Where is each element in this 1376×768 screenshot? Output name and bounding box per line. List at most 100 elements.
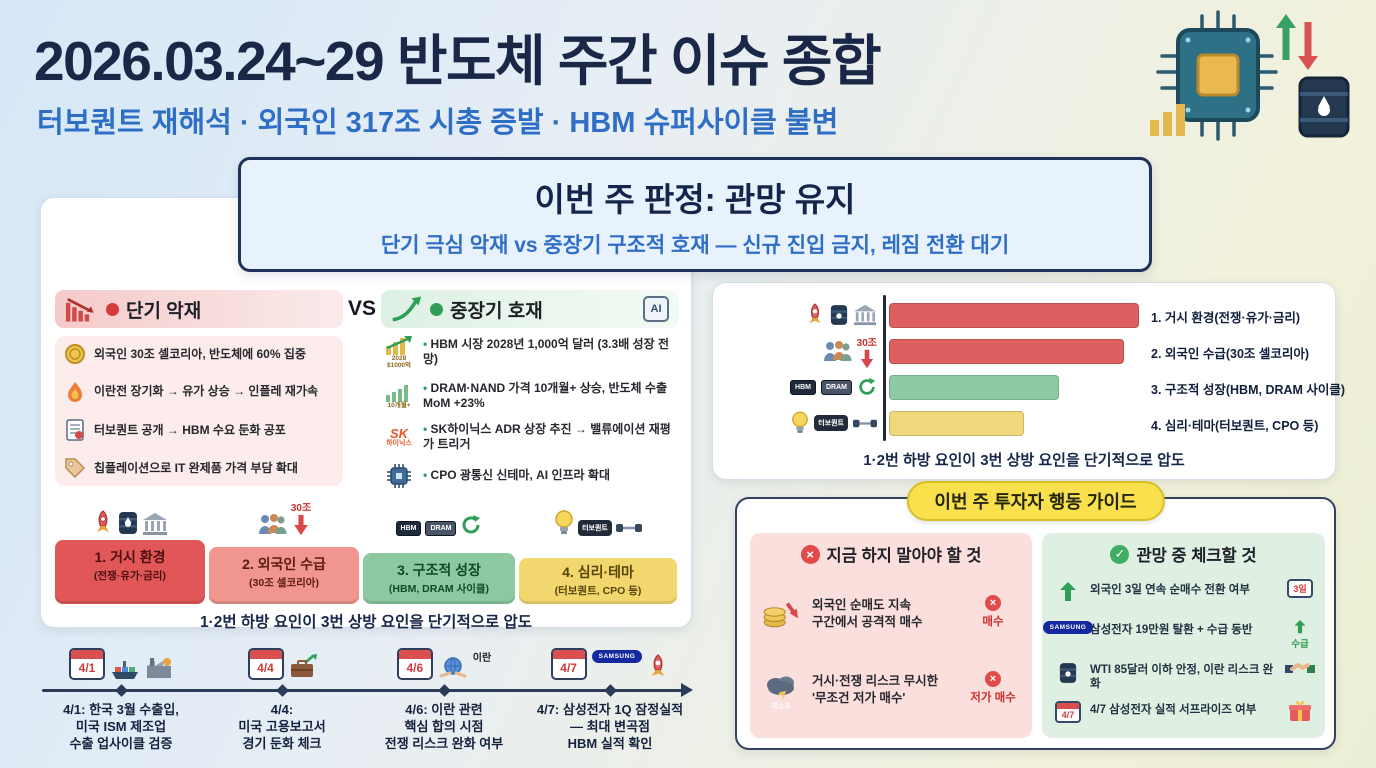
calendar-icon: 4/6 bbox=[396, 648, 433, 680]
positives-list: 2028 $1000억 HBM 시장 2028년 1,000억 달러 (3.3배… bbox=[381, 334, 681, 488]
hbm-label: HBM bbox=[795, 383, 811, 391]
growth-arrow-icon bbox=[392, 296, 422, 322]
dram-label: DRAM bbox=[430, 525, 452, 532]
sk-label: SK bbox=[389, 426, 409, 442]
check-item-extra bbox=[1281, 699, 1319, 723]
timeline-tick bbox=[437, 683, 451, 697]
check-item-text: WTI 85달러 이하 안정, 이란 리스크 완화 bbox=[1090, 664, 1274, 691]
up-arrow-icon bbox=[1052, 581, 1084, 603]
positive-item-text: CPO 광통신 신테마, AI 인프라 확대 bbox=[423, 468, 610, 483]
structural-icons: HBM DRAM bbox=[721, 369, 877, 405]
page-title: 2026.03.24~29 반도체 주간 이슈 종합 bbox=[34, 30, 882, 92]
check-item-extra: 수급 bbox=[1281, 619, 1319, 650]
factor-block-foreigner: 2. 외국인 수급 (30조 셀코리아) bbox=[209, 547, 359, 604]
green-dot-icon bbox=[430, 302, 443, 316]
oil-barrel-icon bbox=[119, 512, 137, 534]
timeline-event-text: 4/1: 한국 3월 수출입, 미국 ISM 제조업 수출 업사이클 검증 bbox=[63, 702, 179, 751]
list-item: 칩플레이션으로 IT 완제품 가격 부담 확대 bbox=[63, 458, 335, 478]
factor-bar bbox=[889, 339, 1124, 364]
long-term-positives-header: 중장기 호재 AI bbox=[381, 290, 679, 328]
page-subtitle: 터보퀀트 재해석 · 외국인 317조 시총 증발 · HBM 슈퍼사이클 불변 bbox=[37, 107, 839, 139]
factor-sub: (30조 셀코리아) bbox=[249, 577, 319, 589]
calendar-date: 3일 bbox=[1293, 584, 1307, 594]
chart-row: 터보퀀트 4. 심리·테마(터보퀀트, CPO 등) bbox=[713, 405, 1335, 441]
factor-block-sentiment: 4. 심리·테마 (터보퀀트, CPO 등) bbox=[519, 558, 677, 604]
sell-30-trillion-arrow-icon: 30조 bbox=[857, 334, 877, 369]
guide-title: 이번 주 투자자 행동 가이드 bbox=[934, 492, 1137, 512]
chart-row: 1. 거시 환경(전쟁·유가·금리) bbox=[713, 297, 1335, 333]
flame-icon bbox=[63, 381, 87, 403]
lightbulb-icon bbox=[555, 510, 573, 534]
calendar-date: 4/7 bbox=[560, 661, 577, 675]
ten-months-label: 10개월+ bbox=[387, 402, 411, 410]
chart-caption: 1·2번 하방 요인이 3번 상방 요인을 단기적으로 압도 bbox=[863, 452, 1185, 469]
rocket-icon bbox=[809, 303, 821, 324]
cargo-ship-icon bbox=[112, 661, 138, 679]
negative-item-text: 터보퀀트 공개 → HBM 수요 둔화 공포 bbox=[94, 423, 286, 438]
cpo-chip-icon bbox=[381, 463, 417, 488]
check-item: SAMSUNG 삼성전자 19만원 탈환 + 수급 동반 수급 bbox=[1042, 617, 1319, 655]
check-item-extra: 3일 bbox=[1281, 579, 1319, 598]
negatives-list: 외국인 30조 셀코리아, 반도체에 60% 집중 이란전 장기화 → 유가 상… bbox=[55, 336, 343, 486]
factor-label: 1. 거시 환경 bbox=[94, 549, 166, 565]
timeline-event: 4/1 4/1: 한국 3월 수출입, 미국 ISM 제조업 수출 업사이클 검… bbox=[46, 632, 196, 764]
dram-label: DRAM bbox=[826, 383, 847, 391]
dont-badge: × 저가 매수 bbox=[962, 671, 1024, 705]
mini-calendar-icon: 3일 bbox=[1287, 579, 1313, 598]
iran-label: 이란 bbox=[472, 652, 492, 664]
dram-chip-icon: DRAM bbox=[425, 521, 457, 536]
oil-barrel-icon bbox=[830, 305, 848, 325]
turboquant-tag-icon: 터보퀀트 bbox=[814, 415, 848, 431]
timeline-event-text: 4/7: 삼성전자 1Q 잠정실적 — 최대 변곡점 HBM 실적 확인 bbox=[536, 702, 684, 751]
short-term-negatives-header: 단기 악재 bbox=[55, 290, 343, 328]
guide-title-badge: 이번 주 투자자 행동 가이드 bbox=[906, 481, 1165, 521]
dont-tag: 저가 매수 bbox=[970, 692, 1016, 704]
factor-bar bbox=[889, 375, 1059, 400]
cable-icon bbox=[615, 524, 642, 532]
timeline-tick bbox=[603, 683, 617, 697]
bank-icon bbox=[854, 304, 876, 326]
hbm-label: HBM bbox=[400, 525, 417, 532]
positive-item-text: HBM 시장 2028년 1,000억 달러 (3.3배 성장 전망) bbox=[423, 337, 681, 367]
chart-row: HBM DRAM 3. 구조적 성장(HBM, DRAM 사이클) bbox=[713, 369, 1345, 405]
check-item: 외국인 3일 연속 순매수 전환 여부 3일 bbox=[1052, 577, 1319, 615]
check-circle-icon: ✓ bbox=[1110, 544, 1130, 564]
factor-podium: 1. 거시 환경 (전쟁·유가·금리) 2. 외국인 수급 (30조 셀코리아)… bbox=[55, 538, 679, 604]
positive-item-text: DRAM·NAND 가격 10개월+ 상승, 반도체 수출 MoM +23% bbox=[423, 381, 681, 411]
podium-caption: 1·2번 하방 요인이 3번 상방 요인을 단기적으로 압도 bbox=[199, 614, 533, 631]
verdict-banner: 이번 주 판정: 관망 유지 단기 극심 악재 vs 중장기 구조적 호재 — … bbox=[238, 157, 1152, 272]
factor-block-macro: 1. 거시 환경 (전쟁·유가·금리) bbox=[55, 540, 205, 604]
risk-storm-cloud-icon: 리스크 bbox=[762, 676, 800, 710]
dram-chip-icon: DRAM bbox=[821, 379, 852, 395]
dont-item-text: 거시·전쟁 리스크 무시한 '무조건 저가 매수' bbox=[812, 674, 939, 705]
factor-icons-row: 30조 HBM DRAM 터보퀀트 bbox=[55, 494, 679, 536]
chart-axis bbox=[883, 295, 886, 441]
handshake-icon bbox=[1285, 662, 1315, 673]
timeline-tick bbox=[275, 683, 289, 697]
chart-row: 30조 2. 외국인 수급(30조 셀코리아) bbox=[713, 333, 1335, 369]
bar-label: 2. 외국인 수급(30조 셀코리아) bbox=[1151, 347, 1310, 361]
factor-label: 4. 심리·테마 bbox=[562, 564, 634, 580]
negative-item-text: 칩플레이션으로 IT 완제품 가격 부담 확대 bbox=[94, 460, 298, 475]
factor-block-structural: 3. 구조적 성장 (HBM, DRAM 사이클) bbox=[363, 553, 515, 604]
check-item-extra bbox=[1281, 659, 1319, 679]
event-timeline: 4/1 4/1: 한국 3월 수출입, 미국 ISM 제조업 수출 업사이클 검… bbox=[40, 632, 693, 764]
rocket-icon bbox=[97, 510, 109, 532]
turboquant-tag-icon: 터보퀀트 bbox=[578, 520, 612, 536]
briefcase-chart-icon bbox=[290, 654, 317, 677]
factor-sub: (전쟁·유가·금리) bbox=[94, 570, 166, 582]
up-arrow-icon bbox=[1294, 620, 1306, 634]
risk-label: 리스크 bbox=[772, 703, 790, 710]
factor-bar bbox=[889, 411, 1024, 436]
check-title: 관망 중 체크할 것 bbox=[1136, 547, 1257, 565]
cycle-icon bbox=[462, 515, 481, 534]
calendar-date: 4/1 bbox=[78, 661, 96, 675]
people-group-icon bbox=[258, 514, 287, 534]
macro-icons bbox=[721, 297, 877, 333]
verdict-title: 이번 주 판정: 관망 유지 bbox=[534, 181, 856, 218]
foreigner-icons: 30조 bbox=[721, 333, 877, 369]
dont-title: 지금 하지 말아야 할 것 bbox=[826, 547, 982, 565]
bank-icon bbox=[143, 513, 167, 535]
verdict-subtitle: 단기 극심 악재 vs 중장기 구조적 호재 — 신규 진입 금지, 레짐 전환… bbox=[380, 234, 1010, 257]
